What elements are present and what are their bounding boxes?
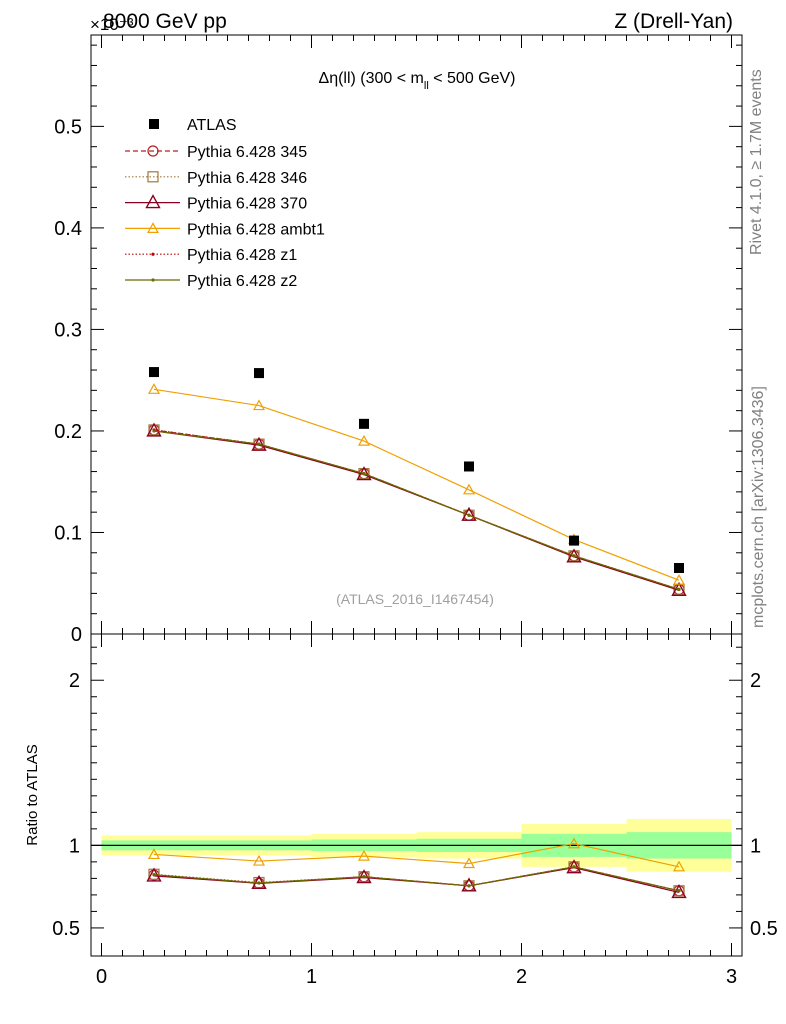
beam-label: 8000 GeV pp [103,10,227,33]
ratio-5-point-4 [572,865,576,869]
legend-atlas-label: ATLAS [187,117,237,134]
legend-label-1: Pythia 6.428 346 [187,170,307,187]
main-panel: 0 0.1 0.2 0.3 0.4 0.5 Δη(ll) (300 < mll < 500… [54,34,743,646]
legend-atlas-marker [149,119,159,129]
ratio-3-point-4 [567,837,581,849]
ratio-2-point-5 [671,883,687,899]
x-tick-label: 0 [96,966,107,988]
ratio-2-point-4 [566,859,582,874]
ratio-5-point-0 [152,873,156,877]
x-tick-label: 3 [726,966,737,988]
series-line-2 [153,430,680,591]
ratio-line-3 [153,843,680,868]
series-3-point-0 [147,383,161,394]
ratio-y-tick-label-left: 1 [69,835,80,857]
legend-label-5: Pythia 6.428 z2 [187,273,297,290]
series-3-point-5 [672,573,686,585]
legend-label-4: Pythia 6.428 z1 [187,247,297,264]
legend-marker-4 [151,252,155,256]
ratio-3-point-3 [462,857,476,869]
y-tick-label: 0.4 [54,218,82,240]
ratio-line-2 [153,867,680,894]
ratio-3-point-5 [672,860,686,872]
ratio-3-point-1 [252,854,266,866]
ratio-5-point-5 [677,889,681,893]
ratio-y-tick-label-right: 1 [750,835,761,857]
series-5-point-0 [152,429,156,433]
main-marks [146,367,687,597]
series-5-point-4 [572,554,576,558]
ratio-3-point-0 [147,848,161,860]
chart-title-sub: ll [424,80,429,92]
x-tick-label: 2 [516,966,527,988]
ratio-panel: 0 1 2 3 0.5 0.5 1 1 2 2 Ratio to ATLAS [24,633,778,988]
legend-marker-1 [147,171,159,183]
ratio-frame [90,633,743,957]
series-line-3 [153,388,680,581]
atlas-point-1 [254,368,264,379]
atlas-point-4 [569,535,579,546]
ratio-line-5 [153,866,680,892]
y-tick-label: 0 [71,624,82,646]
ratio-3-point-2 [357,849,371,861]
series-2-point-4 [566,548,582,563]
legend-label-2: Pythia 6.428 370 [187,196,307,213]
series-3-point-2 [357,434,371,446]
series-2-point-5 [671,581,687,597]
ratio-5-point-3 [467,884,471,888]
legend-label-0: Pythia 6.428 345 [187,144,307,161]
y-tick-label: 0.1 [54,522,82,544]
ratio-y-tick-label-left: 2 [69,670,80,692]
ratio-5-point-1 [257,881,261,885]
ratio-ticks: 0 1 2 3 0.5 0.5 1 1 2 2 [52,634,778,988]
legend-marker-5 [151,278,155,282]
atlas-point-0 [149,367,159,378]
legend-marker-2 [145,194,161,209]
ratio-y-tick-label-left: 0.5 [52,918,80,940]
ratio-y-tick-label-right: 2 [750,670,761,692]
chart-title: Δη(ll) (300 < mll < 500 GeV) [319,70,516,92]
legend: ATLAS Pythia 6.428 345 Pythia 6.428 346 Pyt… [125,117,325,290]
series-5-point-3 [467,513,471,517]
rivet-label: Rivet 4.1.0, ≥ 1.7M events [748,69,765,255]
x-tick-label: 1 [306,966,317,988]
ratio-line-1 [153,866,680,892]
legend-marker-3 [146,222,160,233]
main-ticks: 0 0.1 0.2 0.3 0.4 0.5 [54,35,742,646]
atlas-point-3 [464,461,474,472]
series-line-5 [153,430,680,590]
ratio-line-4 [153,866,680,892]
y-tick-label: 0.2 [54,421,82,443]
legend-marker-0 [147,145,159,157]
y-tick-label: 0.3 [54,319,82,341]
series-5-point-2 [362,471,366,476]
chart-title-prefix: Δη(ll) (300 < m [319,70,424,87]
atlas-point-5 [674,563,684,574]
series-2-point-0 [146,422,162,437]
series-5-point-5 [677,587,681,591]
y-tick-label: 0.5 [54,116,82,138]
watermark: (ATLAS_2016_I1467454) [336,591,494,607]
atlas-point-2 [359,418,369,429]
series-3-point-3 [462,483,476,495]
ratio-y-tick-label-right: 0.5 [750,918,778,940]
ratio-line-0 [153,866,680,892]
series-2-point-2 [356,466,372,481]
legend-label-3: Pythia 6.428 ambt1 [187,221,325,238]
series-3-point-1 [252,399,266,411]
ratio-ylabel: Ratio to ATLAS [24,744,41,845]
exponent-label: ×10⁻³ [90,15,134,34]
series-5-point-1 [257,442,261,446]
ratio-5-point-2 [362,875,366,879]
process-label: Z (Drell-Yan) [614,10,733,33]
source-label: mcplots.cern.ch [arXiv:1306.3436] [750,386,767,628]
ratio-marks [91,818,742,899]
chart-title-suffix: < 500 GeV) [429,70,516,87]
